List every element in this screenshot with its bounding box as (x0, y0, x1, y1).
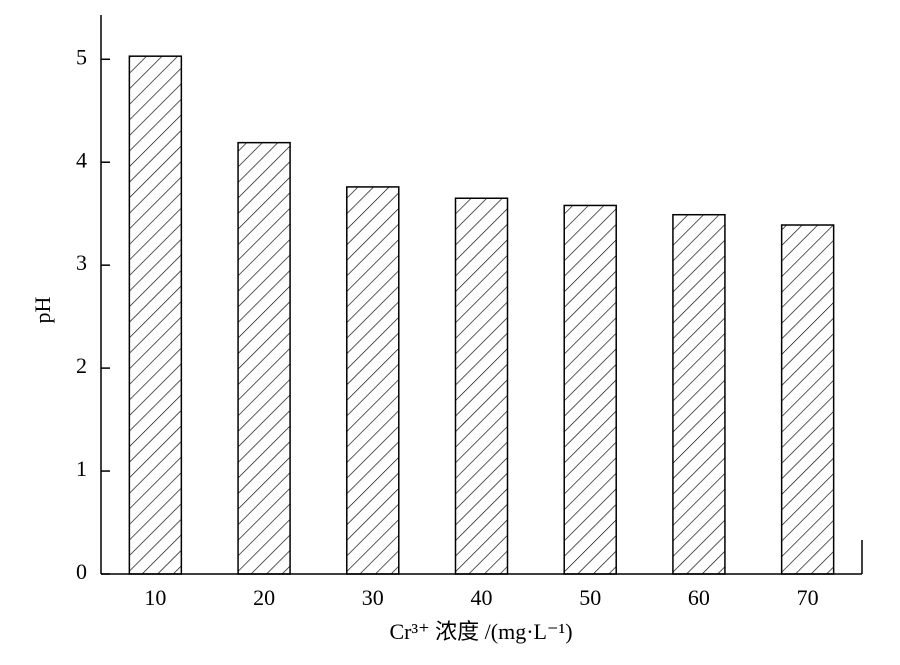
y-tick-label: 1 (76, 456, 87, 481)
bar (780, 224, 835, 575)
bar (672, 213, 726, 575)
y-axis-label: pH (30, 296, 55, 323)
bar (128, 55, 183, 575)
bar (237, 141, 291, 575)
bar (563, 204, 617, 575)
y-tick-label: 3 (76, 250, 87, 275)
x-tick-label: 30 (362, 585, 384, 610)
bar (346, 186, 400, 575)
x-tick-label: 40 (471, 585, 493, 610)
x-tick-label: 60 (688, 585, 710, 610)
y-tick-label: 5 (76, 44, 87, 69)
y-tick-label: 0 (76, 559, 87, 584)
x-tick-label: 20 (253, 585, 275, 610)
x-tick-label: 50 (579, 585, 601, 610)
y-tick-label: 2 (76, 353, 87, 378)
x-axis-label: Cr³⁺ 浓度 /(mg·L⁻¹) (389, 619, 572, 644)
x-tick-label: 70 (797, 585, 819, 610)
x-tick-label: 10 (144, 585, 166, 610)
y-tick-label: 4 (76, 147, 87, 172)
bar (454, 197, 509, 575)
